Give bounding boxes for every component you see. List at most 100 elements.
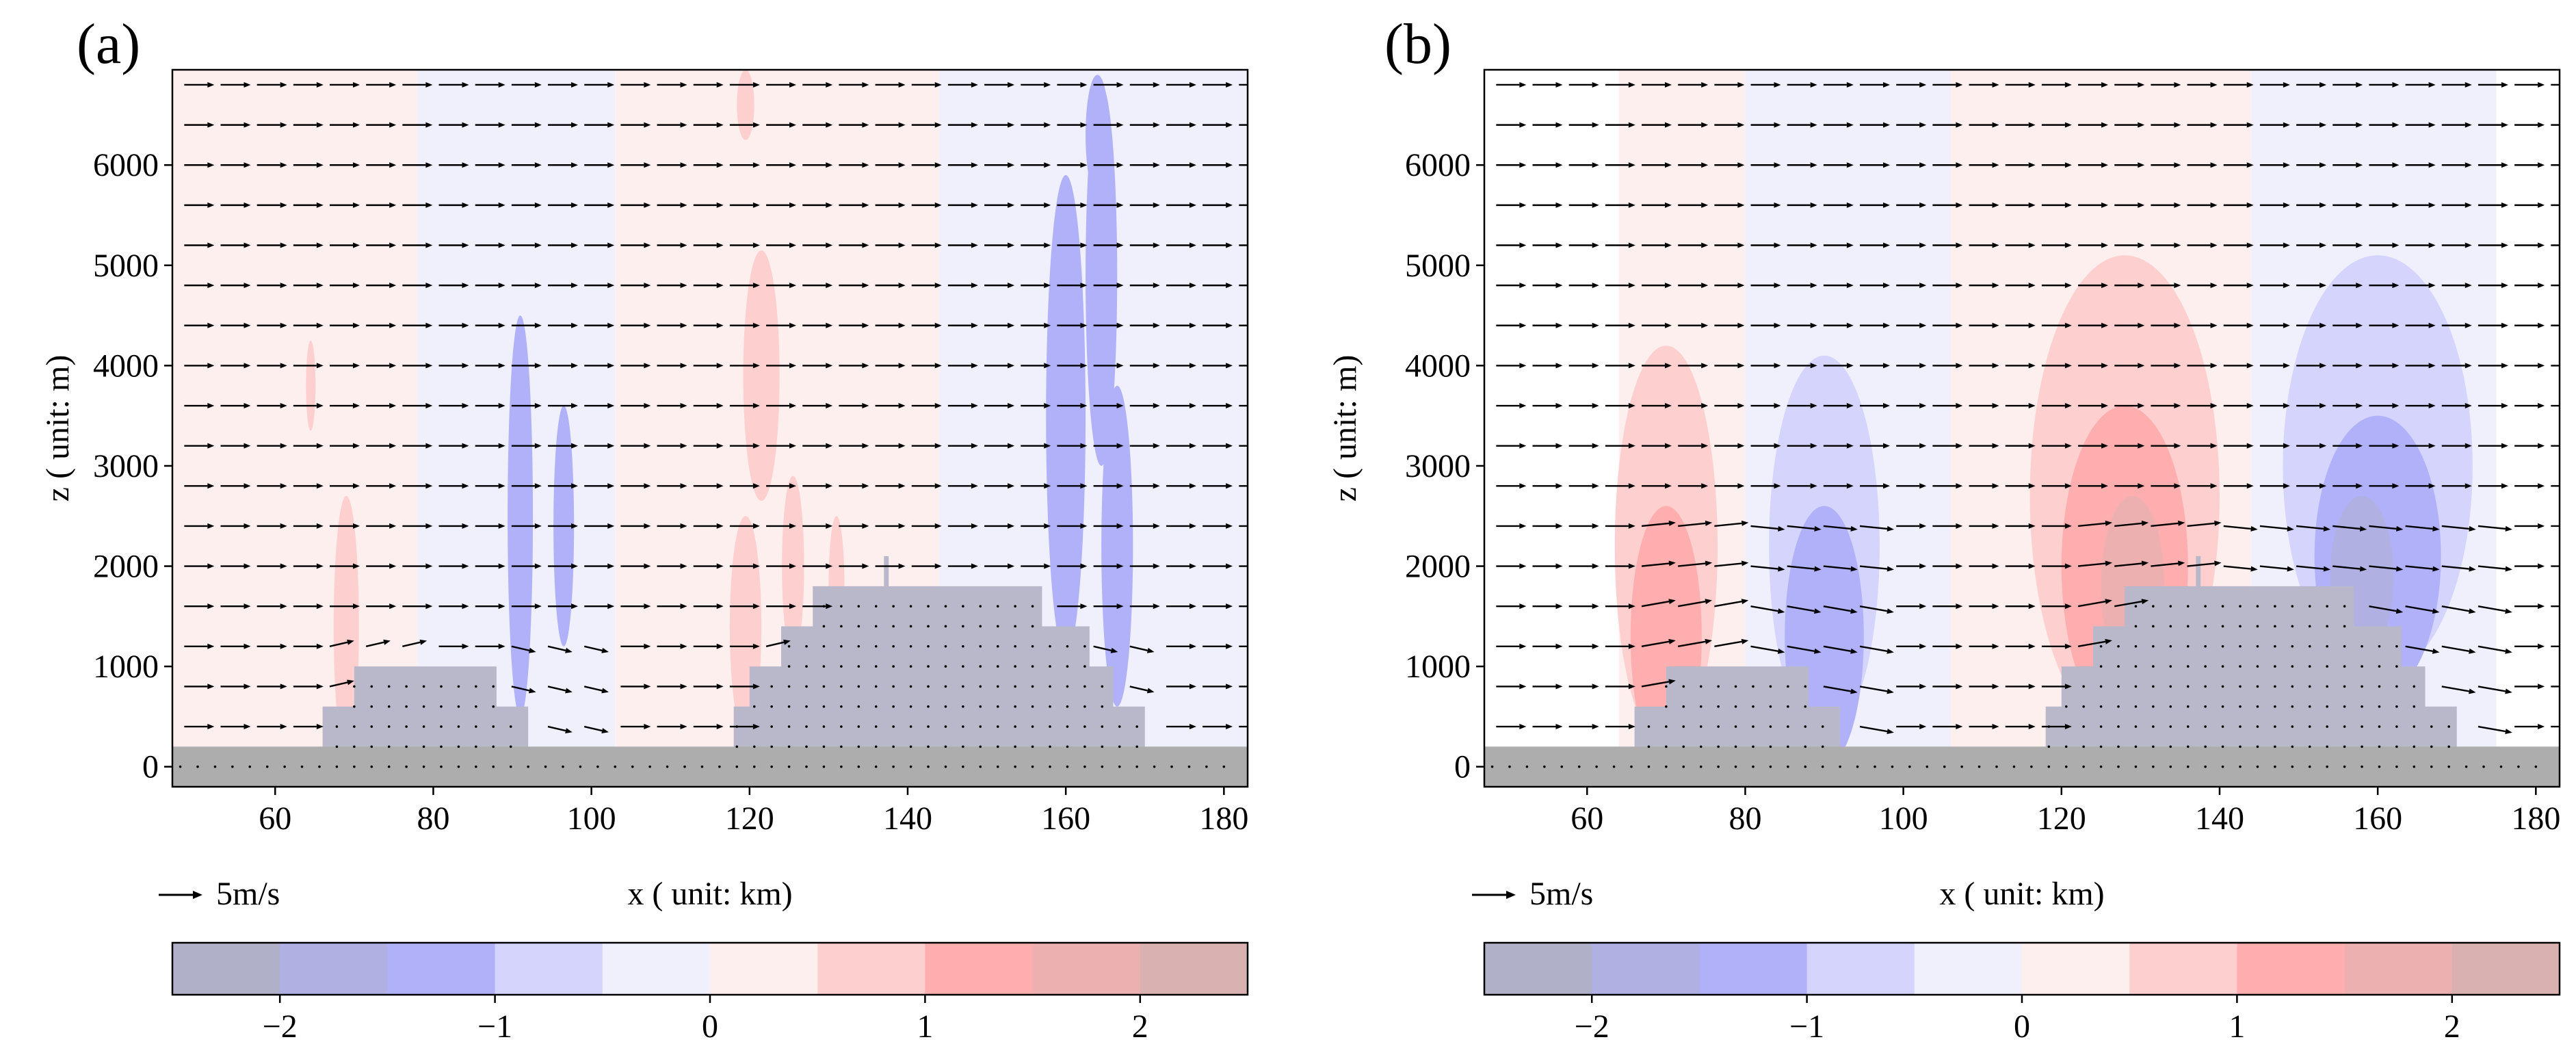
wind-vector-head: [1008, 162, 1015, 168]
wind-vector-head: [1883, 162, 1891, 168]
wind-vector-head: [534, 603, 542, 610]
wind-vector-head: [280, 322, 287, 328]
grid-dot: [2169, 625, 2172, 628]
wind-vector-head: [1226, 81, 1233, 88]
grid-dot: [1031, 625, 1034, 628]
wind-vector-head: [2428, 81, 2436, 88]
wind-vector-head: [716, 563, 724, 569]
wind-vector-head: [316, 122, 324, 128]
wind-vector-head: [2538, 523, 2545, 529]
wind-vector-head: [1919, 643, 1927, 649]
wind-vector-head: [2465, 202, 2472, 208]
wind-vector-head: [1810, 81, 1817, 88]
wind-vector: [583, 686, 603, 692]
wind-vector-head: [971, 242, 978, 248]
wind-vector-head: [1262, 564, 1269, 569]
grid-dot: [457, 725, 460, 728]
wind-vector-head: [1519, 283, 1527, 289]
wind-vector-head: [680, 523, 687, 529]
wind-vector: [1787, 605, 1815, 612]
grid-dot: [2534, 765, 2538, 768]
wind-vector-head: [934, 523, 942, 529]
wind-vector-head: [862, 162, 869, 168]
wind-vector-head: [316, 322, 324, 328]
wind-vector-head: [2064, 283, 2072, 289]
grid-dot: [1031, 665, 1034, 668]
wind-vector-head: [1189, 162, 1196, 168]
wind-vector-head: [971, 483, 978, 489]
wind-vector-head: [1774, 483, 1781, 489]
wind-vector-head: [347, 639, 354, 645]
wind-vector-head: [1189, 81, 1196, 88]
grid-dot: [1734, 745, 1737, 748]
wind-vector: [1859, 525, 1888, 530]
wind-vector-head: [1919, 162, 1927, 168]
grid-dot: [440, 685, 443, 688]
grid-dot: [405, 765, 408, 768]
wind-vector-head: [2392, 483, 2400, 489]
wind-vector: [1787, 565, 1815, 570]
wind-vector-head: [898, 202, 906, 208]
wind-vector-head: [789, 162, 797, 168]
wind-vector: [2223, 525, 2251, 530]
wind-vector-head: [280, 683, 287, 690]
grid-dot: [2274, 685, 2276, 688]
grid-dot: [2221, 625, 2224, 628]
wind-vector-head: [534, 81, 542, 88]
wind-vector-head: [207, 683, 215, 690]
wind-vector-head: [1741, 560, 1749, 566]
wind-vector: [2478, 686, 2506, 692]
grid-dot: [1101, 765, 1104, 768]
wind-vector-head: [2210, 283, 2218, 289]
wind-vector-head: [2538, 81, 2545, 88]
wind-vector: [329, 641, 348, 647]
wind-vector-head: [1189, 242, 1196, 248]
grid-dot: [979, 685, 982, 688]
wind-vector-head: [2428, 443, 2436, 449]
grid-dot: [962, 765, 964, 768]
wind-vector-head: [1668, 560, 1676, 566]
grid-dot: [840, 765, 843, 768]
wind-vector-head: [934, 443, 942, 449]
grid-dot: [2169, 765, 2172, 768]
grid-dot: [1665, 745, 1668, 748]
wind-vector-head: [1592, 283, 1599, 289]
wind-vector-head: [571, 162, 579, 168]
grid-dot: [2099, 725, 2103, 728]
grid-dot: [2447, 765, 2450, 768]
grid-dot: [283, 765, 286, 768]
wind-vector-head: [244, 643, 251, 649]
grid-dot: [1083, 745, 1086, 748]
wind-vector: [1677, 600, 1706, 608]
wind-vector-head: [1887, 729, 1894, 734]
wind-vector-head: [419, 639, 428, 645]
contour-region: [508, 315, 534, 717]
wind-vector-head: [316, 443, 324, 449]
grid-dot: [909, 665, 912, 668]
wind-vector-head: [571, 122, 579, 128]
wind-vector-head: [425, 122, 433, 128]
wind-vector-head: [2319, 162, 2327, 168]
grid-dot: [787, 765, 791, 768]
grid-dot: [1821, 745, 1824, 748]
panel-b-xlabel: x ( unit: km): [1939, 876, 2104, 912]
grid-dot: [1977, 765, 1981, 768]
grid-dot: [405, 705, 408, 708]
wind-vector-head: [1665, 403, 1672, 409]
grid-dot: [248, 765, 252, 768]
grid-dot: [892, 644, 895, 648]
wind-vector-head: [1737, 443, 1745, 449]
wind-vector-head: [1262, 724, 1269, 729]
wind-vector-head: [2210, 122, 2218, 128]
wind-vector: [1677, 640, 1706, 647]
wind-vector-head: [353, 443, 360, 449]
wind-vector-head: [1262, 403, 1269, 408]
wind-vector-head: [244, 322, 251, 328]
wind-vector: [2259, 565, 2288, 570]
y-tick-label: 1000: [93, 649, 159, 685]
grid-dot: [1682, 705, 1685, 708]
colorbar-b: −2 −1 0 1 2: [1483, 941, 2561, 1045]
wind-vector-head: [462, 363, 469, 369]
wind-vector-head: [2246, 122, 2254, 128]
grid-dot: [735, 765, 739, 768]
